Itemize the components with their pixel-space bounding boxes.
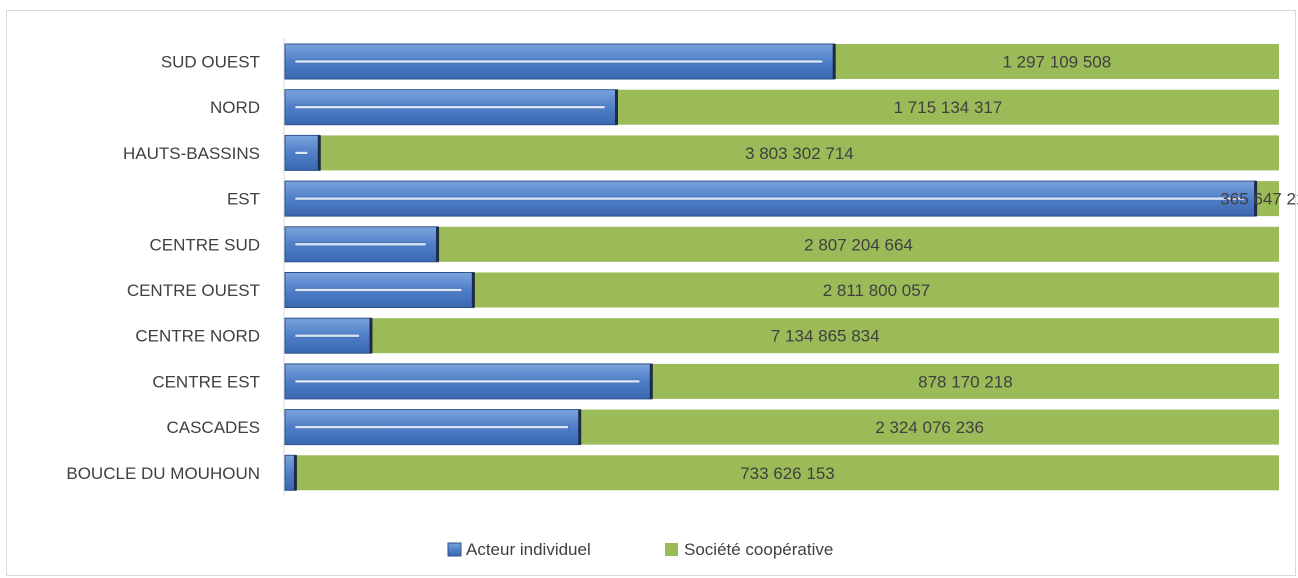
bar-societe-cooperative (834, 44, 1279, 79)
category-label: CENTRE SUD (149, 235, 260, 254)
data-label: 3 803 302 714 (745, 144, 854, 163)
bar-bevel (294, 151, 309, 155)
category-label: CENTRE EST (152, 372, 260, 391)
bar-edge (578, 409, 582, 445)
bar-bevel (294, 379, 641, 384)
bar-edge (832, 44, 836, 79)
legend-swatch-societe-cooperative (665, 543, 678, 556)
bar-societe-cooperative (319, 135, 1279, 171)
bar-bevel (294, 425, 569, 429)
category-label: EST (227, 190, 260, 209)
bar-edge (649, 363, 653, 399)
bar-edge (317, 135, 321, 171)
category-label: SUD OUEST (161, 53, 260, 72)
data-labels: 1 297 109 508 1 715 134 317 3 803 302 714 3… (740, 53, 1298, 483)
category-label: HAUTS-BASSINS (123, 144, 260, 163)
bar-bevel (294, 105, 606, 109)
bar-bevel (294, 59, 823, 64)
bar-edge (293, 455, 297, 491)
data-label: 1 297 109 508 (1002, 53, 1111, 72)
legend: Acteur individuel Société coopérative (447, 540, 833, 559)
legend-label-societe-cooperative: Société coopérative (684, 540, 833, 559)
category-label: CASCADES (166, 418, 260, 437)
data-label: 2 324 076 236 (875, 418, 984, 437)
bar-bevel (294, 288, 463, 292)
data-label: 2 807 204 664 (804, 235, 913, 254)
bar-societe-cooperative (438, 226, 1279, 262)
bar-bevel (294, 242, 427, 247)
bar-edge (369, 318, 373, 354)
bar-edge (436, 226, 440, 262)
category-label: BOUCLE DU MOUHOUN (66, 464, 260, 483)
bar-bevel (294, 333, 360, 338)
bar-edge (1254, 181, 1258, 217)
category-label: CENTRE NORD (135, 327, 260, 346)
bar-societe-cooperative (1256, 181, 1279, 217)
bar-bevel (294, 196, 1245, 201)
legend-swatch-acteur-individuel (447, 542, 462, 557)
bar-societe-cooperative (371, 318, 1279, 354)
bar-societe-cooperative (473, 272, 1279, 308)
category-label: CENTRE OUEST (127, 281, 260, 300)
category-axis: SUD OUEST NORD HAUTS-BASSINS EST CENTRE SUD C… (66, 38, 285, 496)
data-label: 1 715 134 317 (894, 98, 1003, 117)
bar-societe-cooperative (651, 363, 1279, 399)
legend-label-acteur-individuel: Acteur individuel (466, 540, 591, 559)
bar-edge (471, 272, 475, 308)
category-label: NORD (210, 98, 260, 117)
data-label: 733 626 153 (740, 464, 835, 483)
data-label: 878 170 218 (918, 372, 1013, 391)
data-label: 7 134 865 834 (771, 327, 880, 346)
data-label: 365 647 217 (1220, 190, 1298, 209)
bar-societe-cooperative (295, 455, 1280, 491)
bar-societe-cooperative (616, 89, 1279, 125)
bar-edge (614, 89, 618, 125)
bars (284, 43, 1280, 491)
data-label: 2 811 800 057 (823, 281, 930, 300)
bar-societe-cooperative (580, 409, 1279, 445)
